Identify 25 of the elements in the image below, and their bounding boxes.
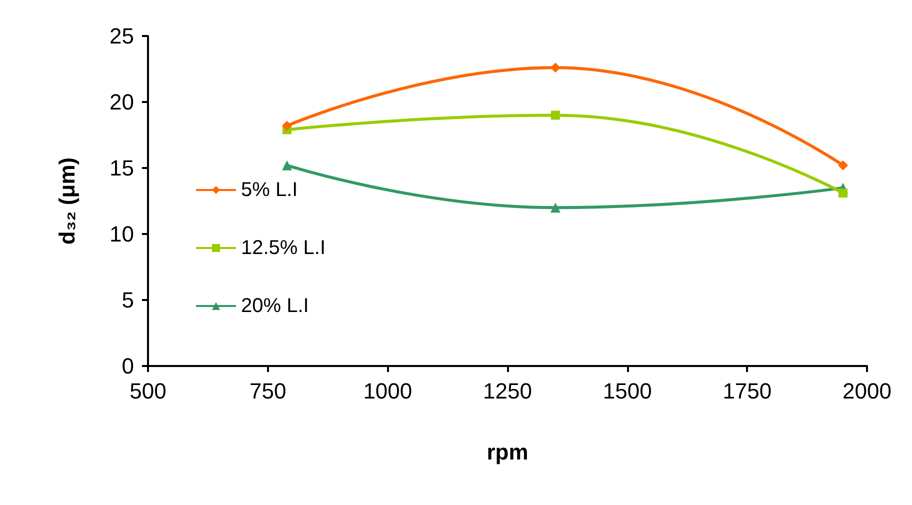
point — [550, 110, 560, 120]
y-axis-title: d₃₂ (μm) — [54, 157, 80, 245]
y-tick-label: 20 — [110, 90, 134, 114]
x-tick-label: 1250 — [483, 378, 532, 404]
point — [550, 202, 560, 213]
point — [282, 160, 292, 170]
y-tick-label: 0 — [122, 354, 134, 378]
x-tick-label: 500 — [130, 378, 166, 404]
x-tick-label: 1000 — [363, 378, 412, 404]
point — [550, 62, 560, 73]
y-tick-label: 25 — [110, 24, 134, 48]
legend-label: 12.5% L.I — [241, 237, 326, 259]
point — [282, 120, 292, 131]
point — [838, 188, 848, 198]
y-tick-label: 15 — [110, 156, 134, 180]
y-tick-label: 5 — [122, 288, 134, 312]
y-tick-label: 10 — [110, 222, 134, 246]
x-tick-label: 1750 — [722, 378, 772, 404]
x-tick-label: 1500 — [602, 378, 652, 404]
x-tick-label: 2000 — [842, 378, 892, 404]
point — [838, 160, 848, 170]
x-axis-title: rpm — [486, 440, 528, 464]
legend-label: 5% L.I — [241, 179, 298, 201]
legend-label: 20% L.I — [241, 295, 309, 317]
x-tick-label: 750 — [249, 378, 286, 404]
